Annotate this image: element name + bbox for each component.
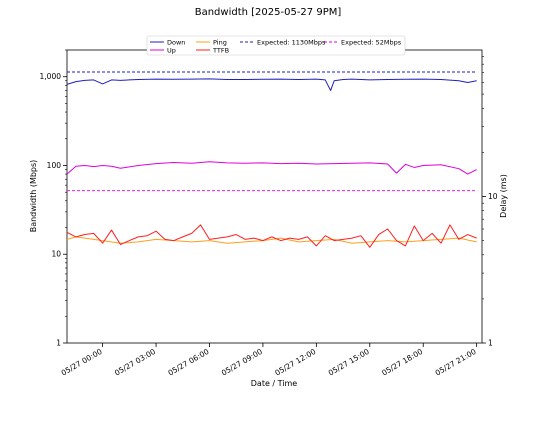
legend-label: Up xyxy=(167,46,176,54)
chart-title: Bandwidth [2025-05-27 9PM] xyxy=(195,7,342,18)
legend-label: Down xyxy=(167,38,185,46)
legend-label: Ping xyxy=(213,38,227,46)
legend-box xyxy=(146,35,406,56)
legend-label: TTFB xyxy=(212,46,229,54)
series-line-1 xyxy=(66,78,477,91)
y-axis-right-label: Delay (ms) xyxy=(499,174,508,218)
legend-label: Expected: 52Mbps xyxy=(341,38,402,46)
y-left-tick-label: 10 xyxy=(51,250,61,259)
series-line-4 xyxy=(66,224,477,248)
series-line-2 xyxy=(66,161,477,175)
y-left-tick-label: 1 xyxy=(56,339,61,348)
y-left-tick-label: 100 xyxy=(47,161,62,170)
y-axis-left-label: Bandwidth (Mbps) xyxy=(29,160,38,233)
series-layer xyxy=(66,71,477,248)
y-right-tick-label: 1 xyxy=(488,339,493,348)
legend-label: Expected: 1130Mbps xyxy=(257,38,326,46)
y-left-tick-label: 1,000 xyxy=(40,72,62,81)
x-axis-label: Date / Time xyxy=(251,379,298,388)
y-right-tick-label: 10 xyxy=(488,192,498,201)
